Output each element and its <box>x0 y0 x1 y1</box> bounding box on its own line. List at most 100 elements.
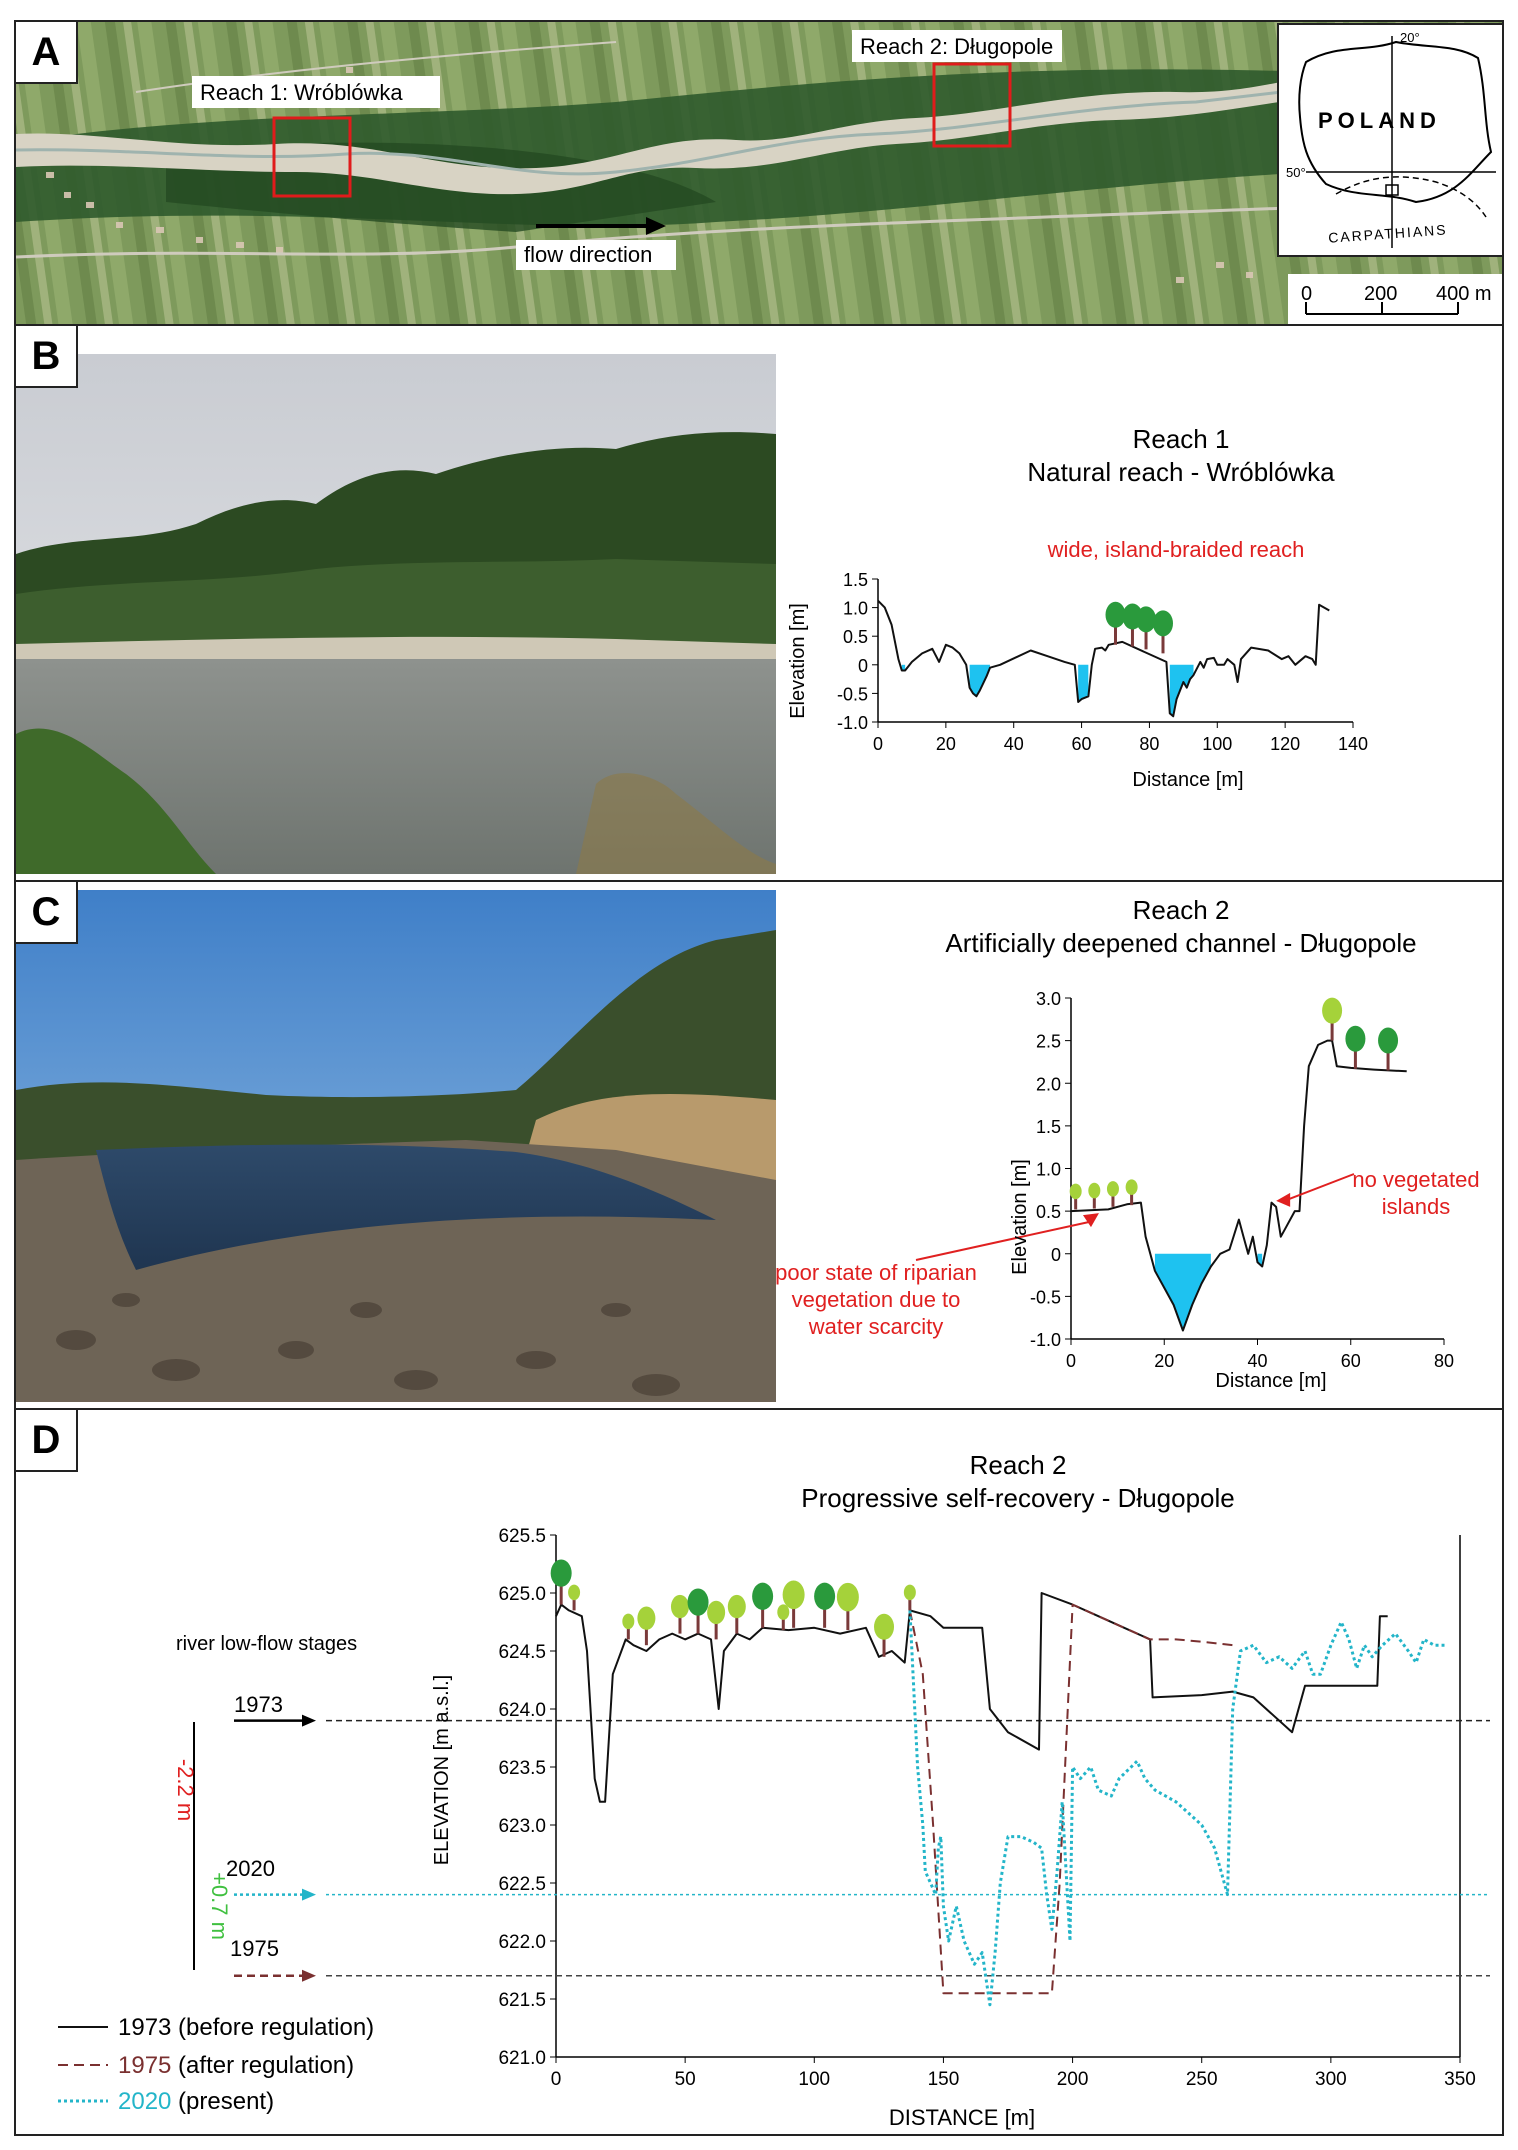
tree-icon <box>550 1559 572 1605</box>
tree-icon <box>1153 610 1173 654</box>
chart-b-annotation: wide, island-braided reach <box>1047 537 1305 562</box>
flow-label: flow direction <box>524 242 652 267</box>
tree-crown <box>1378 1027 1399 1054</box>
tree-crown <box>637 1606 656 1630</box>
x-tick-label: 80 <box>1434 1351 1454 1371</box>
panel-a-label: A <box>16 22 78 84</box>
panel-d: D Reach 2 Progressive self-recovery - Dł… <box>14 1408 1504 2136</box>
chart-c-title: Reach 2 <box>1133 895 1230 925</box>
arrow-head <box>1276 1192 1291 1207</box>
panel-a: A Reach <box>14 20 1504 326</box>
tree-icon <box>727 1594 746 1634</box>
x-tick-label: 0 <box>551 2069 562 2090</box>
x-tick-label: 80 <box>1139 734 1159 754</box>
tree-icon <box>1136 606 1157 650</box>
x-tick-label: 60 <box>1072 734 1092 754</box>
water-fill <box>901 664 906 671</box>
inset-lat: 50° <box>1286 165 1306 180</box>
tree-icon <box>874 1613 895 1657</box>
x-tick-label: 40 <box>1004 734 1024 754</box>
stage-arrowhead-2020 <box>302 1888 316 1901</box>
ann-right-line2: islands <box>1382 1194 1450 1219</box>
panel-c-label: C <box>16 882 78 944</box>
legend-2020: 2020 (present) <box>118 2088 274 2115</box>
y-tick-label: 0 <box>1051 1245 1061 1265</box>
tree-icon <box>1088 1182 1101 1209</box>
y-tick-label: 3.0 <box>1036 989 1061 1009</box>
tree-icon <box>903 1584 916 1611</box>
tree-icon <box>836 1582 859 1631</box>
y-tick-label: 0.5 <box>1036 1202 1061 1222</box>
panel-c: C Reach 2 Artificially deepened channel … <box>14 880 1504 1410</box>
arrow-head <box>1082 1213 1099 1228</box>
chart-b-title: Reach 1 <box>1133 424 1230 454</box>
tree-icon <box>707 1600 726 1640</box>
panel-b: B Reach 1 Natural reach - Wróblówka wide… <box>14 324 1504 882</box>
tree-crown <box>1088 1182 1101 1199</box>
y-tick-label: -0.5 <box>1030 1287 1061 1307</box>
scale-tick-400: 400 m <box>1436 283 1492 305</box>
tree-crown <box>568 1584 581 1601</box>
tree-crown <box>622 1613 635 1630</box>
tree-icon <box>1106 1181 1119 1207</box>
tree-icon <box>1378 1027 1399 1071</box>
chart-c-subtitle: Artificially deepened channel - Długopol… <box>945 928 1416 958</box>
series-line-0 <box>877 599 1330 718</box>
tree-crown <box>836 1582 859 1612</box>
tree-icon <box>568 1584 581 1611</box>
y-tick-label: 622.5 <box>498 1874 546 1895</box>
reach2-label: Reach 2: Długopole <box>860 34 1053 59</box>
satellite-map: Reach 1: Wróblówka Reach 2: Długopole fl… <box>16 22 1502 324</box>
tree-crown <box>1345 1025 1366 1052</box>
series-line-0 <box>555 1592 1388 1803</box>
ann-left-line2: vegetation due to <box>792 1287 961 1312</box>
x-tick-label: 40 <box>1247 1351 1267 1371</box>
chart-reach1: Reach 1 Natural reach - Wróblówka wide, … <box>787 424 1368 791</box>
tree-crown <box>687 1588 709 1616</box>
chart-c-xlabel: Distance [m] <box>1215 1370 1326 1392</box>
x-tick-label: 100 <box>798 2069 830 2090</box>
water-fill <box>1154 1253 1211 1331</box>
inset-lon: 20° <box>1400 30 1420 45</box>
arrow-shaft <box>915 1220 1094 1261</box>
series-line-0 <box>1070 1039 1407 1332</box>
tree-icon <box>1105 601 1126 645</box>
water-fill <box>969 664 990 697</box>
y-tick-label: 2.5 <box>1036 1032 1061 1052</box>
x-tick-label: 20 <box>936 734 956 754</box>
tree-crown <box>1106 1181 1119 1197</box>
reach1-box <box>272 116 352 198</box>
x-tick-label: 120 <box>1270 734 1300 754</box>
legend: 1973 (before regulation) 1975 (after reg… <box>58 2014 374 2115</box>
tree-crown <box>550 1559 572 1587</box>
photo-reach2 <box>16 890 776 1402</box>
tree-icon <box>814 1582 836 1628</box>
legend-1973: 1973 (before regulation) <box>118 2014 374 2041</box>
y-tick-label: 1.5 <box>1036 1117 1061 1137</box>
x-tick-label: 200 <box>1057 2069 1089 2090</box>
panel-b-label: B <box>16 326 78 388</box>
panel-d-label: D <box>16 1410 78 1472</box>
tree-crown <box>874 1613 895 1640</box>
annotation-arrow-left <box>915 1213 1099 1261</box>
reach1-label: Reach 1: Wróblówka <box>200 80 403 105</box>
tree-crown <box>670 1594 689 1619</box>
y-tick-label: 623.0 <box>498 1816 546 1837</box>
y-tick-label: 621.5 <box>498 1990 546 2011</box>
legend-1975: 1975 (after regulation) <box>118 2052 354 2079</box>
y-tick-label: 622.0 <box>498 1932 546 1953</box>
tree-crown <box>727 1594 746 1619</box>
photo-reach1 <box>16 354 776 874</box>
tree-icon <box>1069 1183 1082 1210</box>
inset-country: POLAND <box>1318 108 1441 133</box>
chart-recovery: Reach 2 Progressive self-recovery - Dług… <box>58 1450 1490 2130</box>
stage-1973-label: 1973 <box>234 1692 283 1717</box>
y-tick-label: 621.0 <box>498 2048 546 2069</box>
chart-c-annotation-left: poor state of riparian vegetation due to… <box>776 1260 977 1339</box>
chart-c-ylabel: Elevation [m] <box>1009 1159 1031 1275</box>
tree-icon <box>1125 1179 1138 1206</box>
y-tick-label: 1.5 <box>843 570 868 590</box>
chart-b-xlabel: Distance [m] <box>1132 769 1243 791</box>
y-tick-label: 623.5 <box>498 1758 546 1779</box>
tree-crown <box>777 1604 790 1620</box>
